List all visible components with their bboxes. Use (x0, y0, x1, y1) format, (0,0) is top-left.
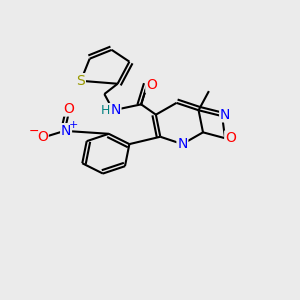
Text: O: O (64, 102, 74, 116)
Text: N: N (177, 137, 188, 151)
Text: N: N (220, 108, 230, 122)
Text: O: O (225, 131, 236, 145)
Text: N: N (61, 124, 71, 138)
Text: +: + (69, 120, 78, 130)
Text: H: H (100, 104, 110, 117)
Text: S: S (76, 74, 85, 88)
Text: −: − (29, 125, 40, 138)
Text: O: O (37, 130, 48, 144)
Text: N: N (110, 103, 121, 117)
Text: O: O (146, 78, 157, 92)
